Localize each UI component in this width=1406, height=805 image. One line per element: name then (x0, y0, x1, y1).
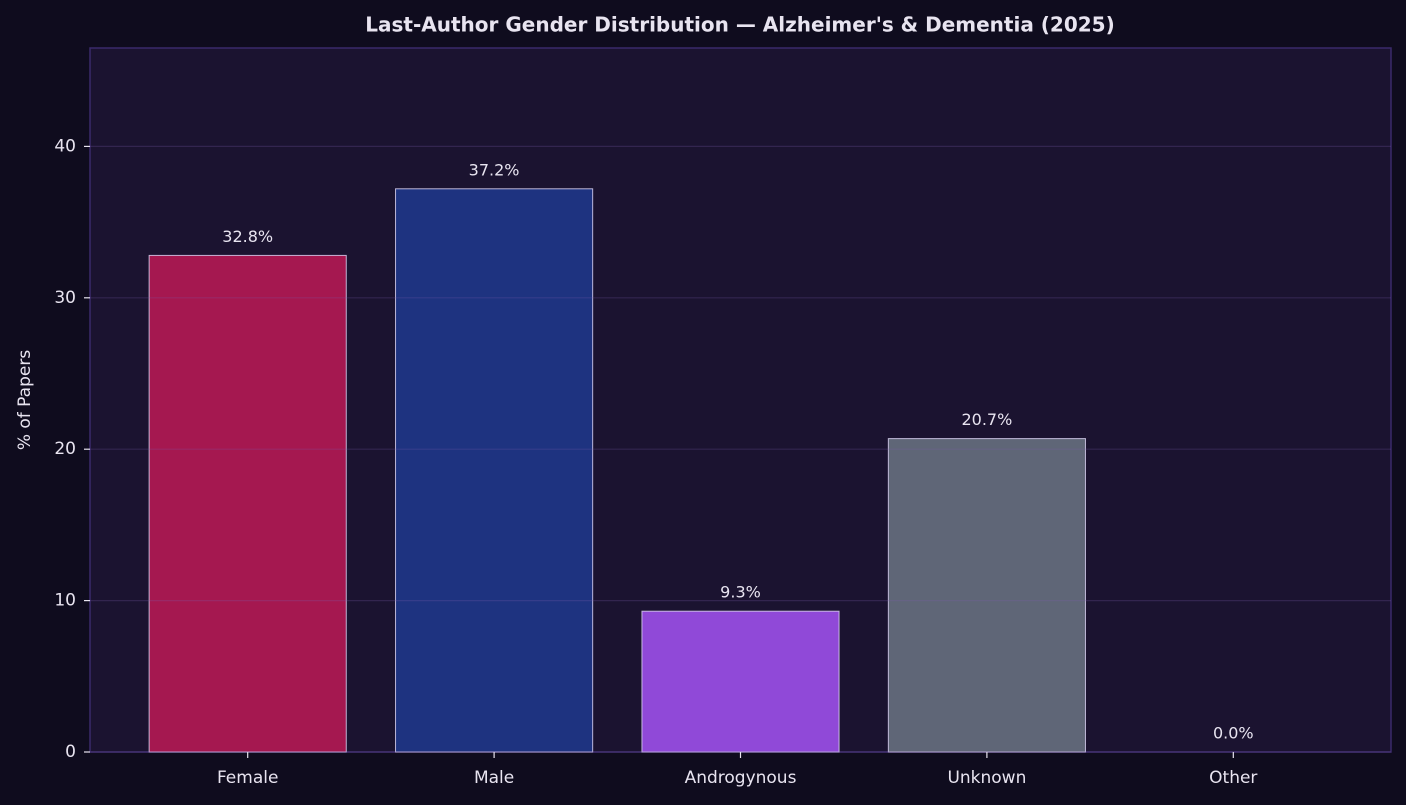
value-label: 32.8% (222, 227, 273, 246)
value-label: 9.3% (720, 583, 761, 602)
x-tick-label: Female (217, 768, 278, 788)
y-tick-label: 20 (54, 439, 76, 459)
y-tick-label: 0 (65, 742, 76, 762)
y-tick-label: 30 (54, 288, 76, 308)
x-tick-label: Androgynous (685, 768, 797, 788)
bar (641, 610, 840, 753)
value-label: 37.2% (469, 160, 520, 179)
bar (395, 188, 594, 753)
x-tick-label: Unknown (947, 768, 1026, 788)
x-tick-label: Male (474, 768, 514, 788)
value-label: 20.7% (961, 410, 1012, 429)
y-tick-label: 40 (54, 136, 76, 156)
y-axis-label: % of Papers (15, 350, 35, 450)
value-label: 0.0% (1213, 724, 1254, 743)
x-tick-label: Other (1209, 768, 1257, 788)
chart-title: Last-Author Gender Distribution — Alzhei… (365, 13, 1114, 37)
y-tick-label: 10 (54, 591, 76, 611)
bar (887, 438, 1086, 753)
bar (148, 254, 347, 753)
